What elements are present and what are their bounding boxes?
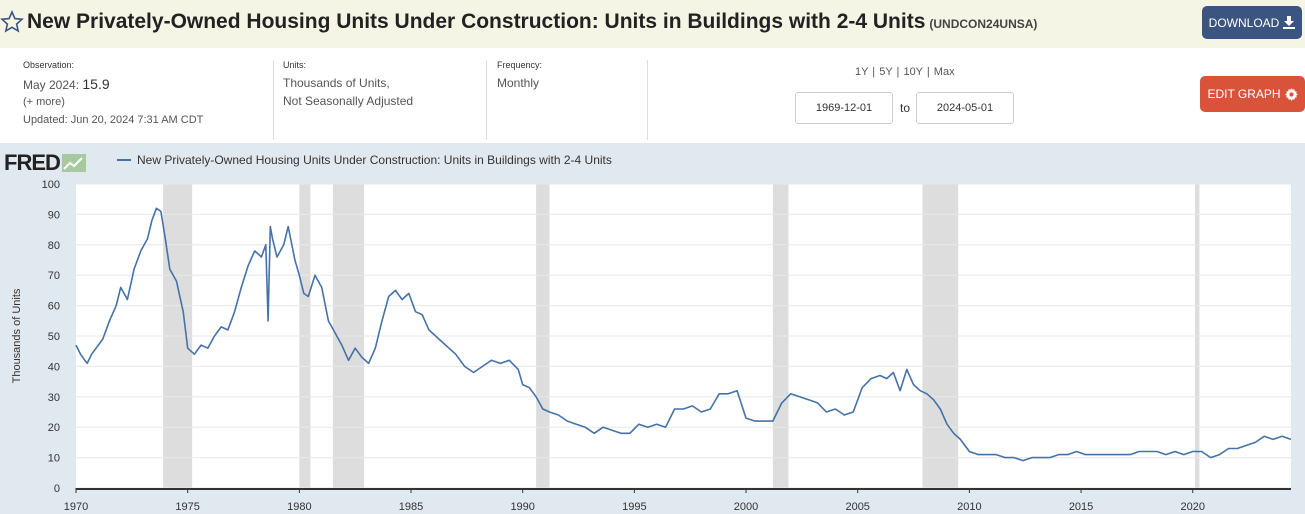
download-label: DOWNLOAD xyxy=(1208,15,1280,30)
frequency-value: Monthly xyxy=(497,76,540,90)
series-id: (UNDCON24UNSA) xyxy=(929,17,1038,31)
edit-graph-label: EDIT GRAPH xyxy=(1207,87,1281,101)
frequency-block: Frequency: Monthly xyxy=(497,60,542,90)
start-date-input[interactable]: 1969-12-01 xyxy=(795,92,893,124)
range-links[interactable]: 1Y | 5Y | 10Y | Max xyxy=(855,66,955,78)
star-icon[interactable] xyxy=(0,10,24,34)
divider xyxy=(486,60,487,140)
units-line1: Thousands of Units, xyxy=(283,76,390,90)
updated-text: Updated: Jun 20, 2024 7:31 AM CDT xyxy=(23,114,204,126)
fred-graph-icon xyxy=(61,154,86,172)
legend: New Privately-Owned Housing Units Under … xyxy=(117,153,612,167)
frequency-label: Frequency: xyxy=(497,60,543,70)
gear-icon xyxy=(1284,87,1298,101)
series-title: New Privately-Owned Housing Units Under … xyxy=(27,10,1037,34)
observation-value: 15.9 xyxy=(82,76,110,92)
observation-label: Observation: xyxy=(23,60,75,70)
series-title-text: New Privately-Owned Housing Units Under … xyxy=(27,10,926,33)
units-line2: Not Seasonally Adjusted xyxy=(283,94,414,108)
units-label: Units: xyxy=(283,60,307,70)
observation-date: May 2024: xyxy=(23,78,80,92)
end-date-input[interactable]: 2024-05-01 xyxy=(916,92,1014,124)
download-button[interactable]: DOWNLOAD xyxy=(1202,6,1302,39)
observation-block: Observation: May 2024: 15.9 (+ more) Upd… xyxy=(23,60,203,126)
more-link[interactable]: (+ more) xyxy=(23,96,65,108)
divider xyxy=(647,60,648,140)
fred-logo[interactable]: FRED xyxy=(4,150,86,176)
divider xyxy=(273,60,274,140)
fred-logo-text: FRED xyxy=(4,150,61,175)
legend-label: New Privately-Owned Housing Units Under … xyxy=(137,153,612,167)
chart-area xyxy=(0,143,1305,514)
legend-swatch xyxy=(117,159,131,161)
to-label: to xyxy=(900,101,911,115)
units-block: Units: Thousands of Units, Not Seasonall… xyxy=(283,60,413,108)
title-bar: New Privately-Owned Housing Units Under … xyxy=(0,0,1305,48)
download-icon xyxy=(1283,16,1296,29)
edit-graph-button[interactable]: EDIT GRAPH xyxy=(1200,76,1305,112)
